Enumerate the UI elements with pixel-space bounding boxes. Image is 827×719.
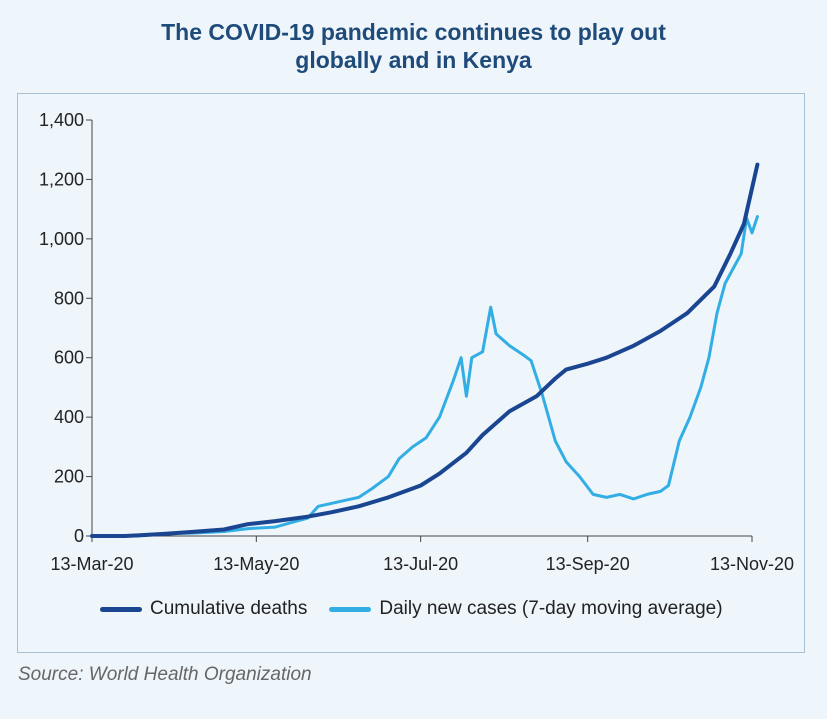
x-tick-label: 13-Sep-20	[546, 554, 630, 574]
legend-label-deaths: Cumulative deaths	[150, 598, 308, 619]
chart-frame	[17, 93, 805, 653]
x-tick-label: 13-Mar-20	[50, 554, 133, 574]
chart-title: The COVID-19 pandemic continues to play …	[0, 18, 827, 74]
y-tick-label: 800	[54, 288, 84, 308]
legend-item-cases: Daily new cases (7-day moving average)	[329, 598, 723, 620]
series-line-cumulative-deaths	[90, 162, 760, 538]
x-tick-label: 13-Jul-20	[383, 554, 458, 574]
legend-item-deaths: Cumulative deaths	[100, 598, 307, 620]
y-axis: 0 200 400 600 800 1,000 1,200 1,400	[39, 110, 93, 546]
y-tick-label: 1,400	[39, 110, 84, 130]
y-tick-label: 0	[74, 526, 84, 546]
series-layer	[90, 162, 760, 538]
source-note: Source: World Health Organization	[18, 664, 312, 685]
legend-label-cases: Daily new cases (7-day moving average)	[379, 598, 723, 619]
series-line-daily-new-cases	[90, 215, 759, 538]
y-tick-label: 1,200	[39, 169, 84, 189]
chart-title-line-2: globally and in Kenya	[295, 47, 532, 73]
chart-title-line-1: The COVID-19 pandemic continues to play …	[161, 19, 666, 45]
x-tick-label: 13-May-20	[213, 554, 299, 574]
x-axis: 13-Mar-20 13-May-20 13-Jul-20 13-Sep-20 13-N…	[50, 535, 794, 574]
y-tick-label: 200	[54, 467, 84, 487]
legend: Cumulative deaths Daily new cases (7-day…	[100, 596, 745, 622]
legend-swatch-deaths	[100, 606, 142, 612]
y-tick-label: 600	[54, 348, 84, 368]
y-tick-label: 1,000	[39, 229, 84, 249]
legend-swatch-cases	[329, 606, 372, 612]
x-tick-label: 13-Nov-20	[710, 554, 794, 574]
y-tick-label: 400	[54, 407, 84, 427]
